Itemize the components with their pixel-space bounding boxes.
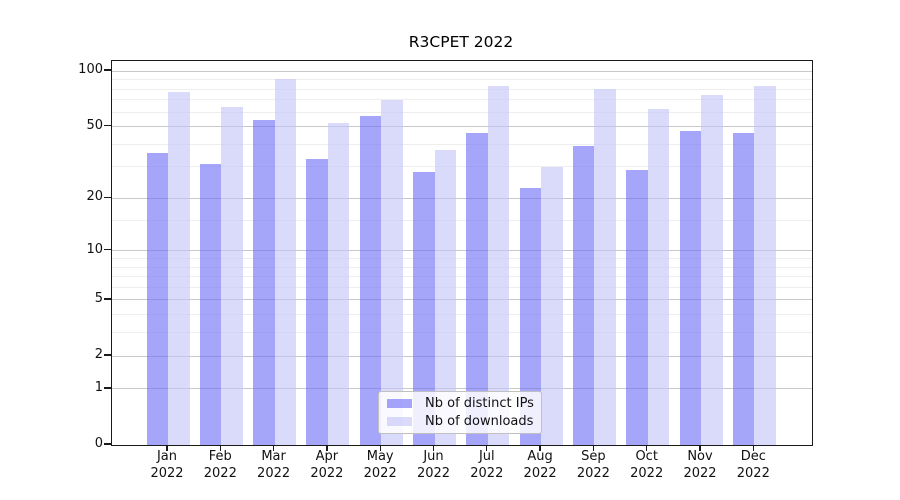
major-gridline (112, 250, 812, 252)
y-tick-label: 100 (78, 62, 103, 78)
bar-aug-downloads (541, 166, 563, 445)
major-gridline (112, 197, 812, 199)
x-tick-mark (486, 445, 488, 452)
y-tick-label: 50 (86, 117, 103, 133)
major-gridline (112, 388, 812, 390)
x-tick-label-jul: Jul 2022 (470, 449, 504, 481)
x-tick-mark (379, 445, 381, 452)
x-tick-mark (432, 445, 435, 452)
x-tick-mark (646, 445, 648, 452)
major-gridline (112, 355, 812, 357)
y-tick-mark (104, 443, 111, 445)
bar-nov-downloads (701, 95, 723, 445)
major-gridline (112, 126, 812, 128)
y-tick-mark (104, 298, 111, 300)
bar-dec-ips (732, 133, 755, 445)
bar-dec-downloads (754, 86, 776, 445)
y-tick-mark (104, 124, 111, 127)
bar-may-ips (359, 116, 382, 445)
minor-gridline (112, 266, 812, 268)
y-tick-label: 20 (86, 189, 103, 205)
x-tick-label-nov: Nov 2022 (683, 449, 717, 481)
bar-sep-ips (572, 146, 595, 445)
y-tick-label: 2 (94, 347, 103, 362)
minor-gridline (112, 286, 812, 288)
bar-nov-ips (679, 131, 701, 445)
minor-gridline (112, 166, 812, 168)
y-tick-label: 5 (94, 290, 103, 306)
minor-gridline (112, 332, 812, 334)
plot-area (111, 60, 813, 446)
x-tick-label-feb: Feb 2022 (203, 449, 237, 481)
y-tick-label: 0 (94, 436, 103, 451)
legend-row: Nb of distinct IPs (379, 396, 541, 411)
x-tick-mark (326, 445, 328, 452)
bar-mar-ips (253, 120, 275, 445)
y-tick-mark (104, 387, 111, 389)
y-tick-mark (104, 249, 111, 251)
bar-oct-downloads (647, 109, 670, 445)
bar-oct-ips (626, 169, 648, 445)
y-tick-mark (104, 69, 111, 71)
bar-jun-ips (413, 172, 435, 445)
bar-may-downloads (381, 99, 403, 445)
bar-mar-downloads (274, 78, 297, 445)
y-tick-mark (104, 354, 111, 356)
x-tick-label-mar: Mar 2022 (257, 449, 291, 481)
y-tick-mark (104, 196, 111, 199)
x-tick-label-may: May 2022 (363, 449, 397, 481)
x-tick-label-sep: Sep 2022 (576, 449, 610, 481)
bar-jul-ips (466, 133, 488, 445)
bar-jun-downloads (434, 150, 456, 445)
x-tick-mark (539, 445, 541, 452)
legend-row: Nb of downloads (379, 414, 541, 429)
bar-aug-ips (519, 187, 542, 445)
y-tick-label: 10 (86, 241, 103, 257)
legend: Nb of distinct IPs Nb of downloads (378, 391, 542, 434)
x-tick-mark (592, 445, 595, 452)
legend-label: Nb of downloads (425, 414, 534, 429)
x-tick-mark (166, 445, 168, 452)
bar-apr-ips (306, 159, 328, 445)
x-tick-label-dec: Dec 2022 (736, 449, 770, 481)
bar-apr-downloads (327, 123, 350, 445)
x-tick-label-jan: Jan 2022 (150, 449, 184, 481)
major-gridline (112, 70, 812, 72)
minor-gridline (112, 314, 812, 316)
x-tick-mark (272, 445, 275, 452)
x-tick-mark (219, 445, 221, 452)
bar-jan-ips (146, 152, 168, 445)
bar-sep-downloads (594, 89, 616, 445)
bar-jul-downloads (487, 86, 510, 445)
bar-feb-ips (199, 164, 222, 445)
bar-jan-downloads (168, 92, 190, 445)
x-tick-label-oct: Oct 2022 (630, 449, 664, 481)
minor-gridline (112, 88, 812, 90)
minor-gridline (112, 111, 812, 113)
y-tick-label: 1 (94, 379, 103, 395)
bar-feb-downloads (221, 106, 243, 445)
x-tick-mark (752, 445, 754, 452)
major-gridline (112, 299, 812, 301)
x-tick-label-jun: Jun 2022 (416, 449, 451, 481)
x-tick-label-aug: Aug 2022 (523, 449, 557, 481)
minor-gridline (112, 99, 812, 101)
minor-gridline (112, 276, 812, 278)
minor-gridline (112, 257, 812, 259)
minor-gridline (112, 143, 812, 145)
minor-gridline (112, 79, 812, 81)
x-tick-label-apr: Apr 2022 (310, 449, 344, 481)
chart-title: R3CPET 2022 (408, 33, 514, 51)
legend-swatch-downloads (387, 416, 412, 427)
minor-gridline (112, 219, 812, 221)
legend-label: Nb of distinct IPs (425, 396, 534, 411)
x-tick-mark (699, 445, 701, 452)
legend-swatch-ips (387, 398, 412, 409)
